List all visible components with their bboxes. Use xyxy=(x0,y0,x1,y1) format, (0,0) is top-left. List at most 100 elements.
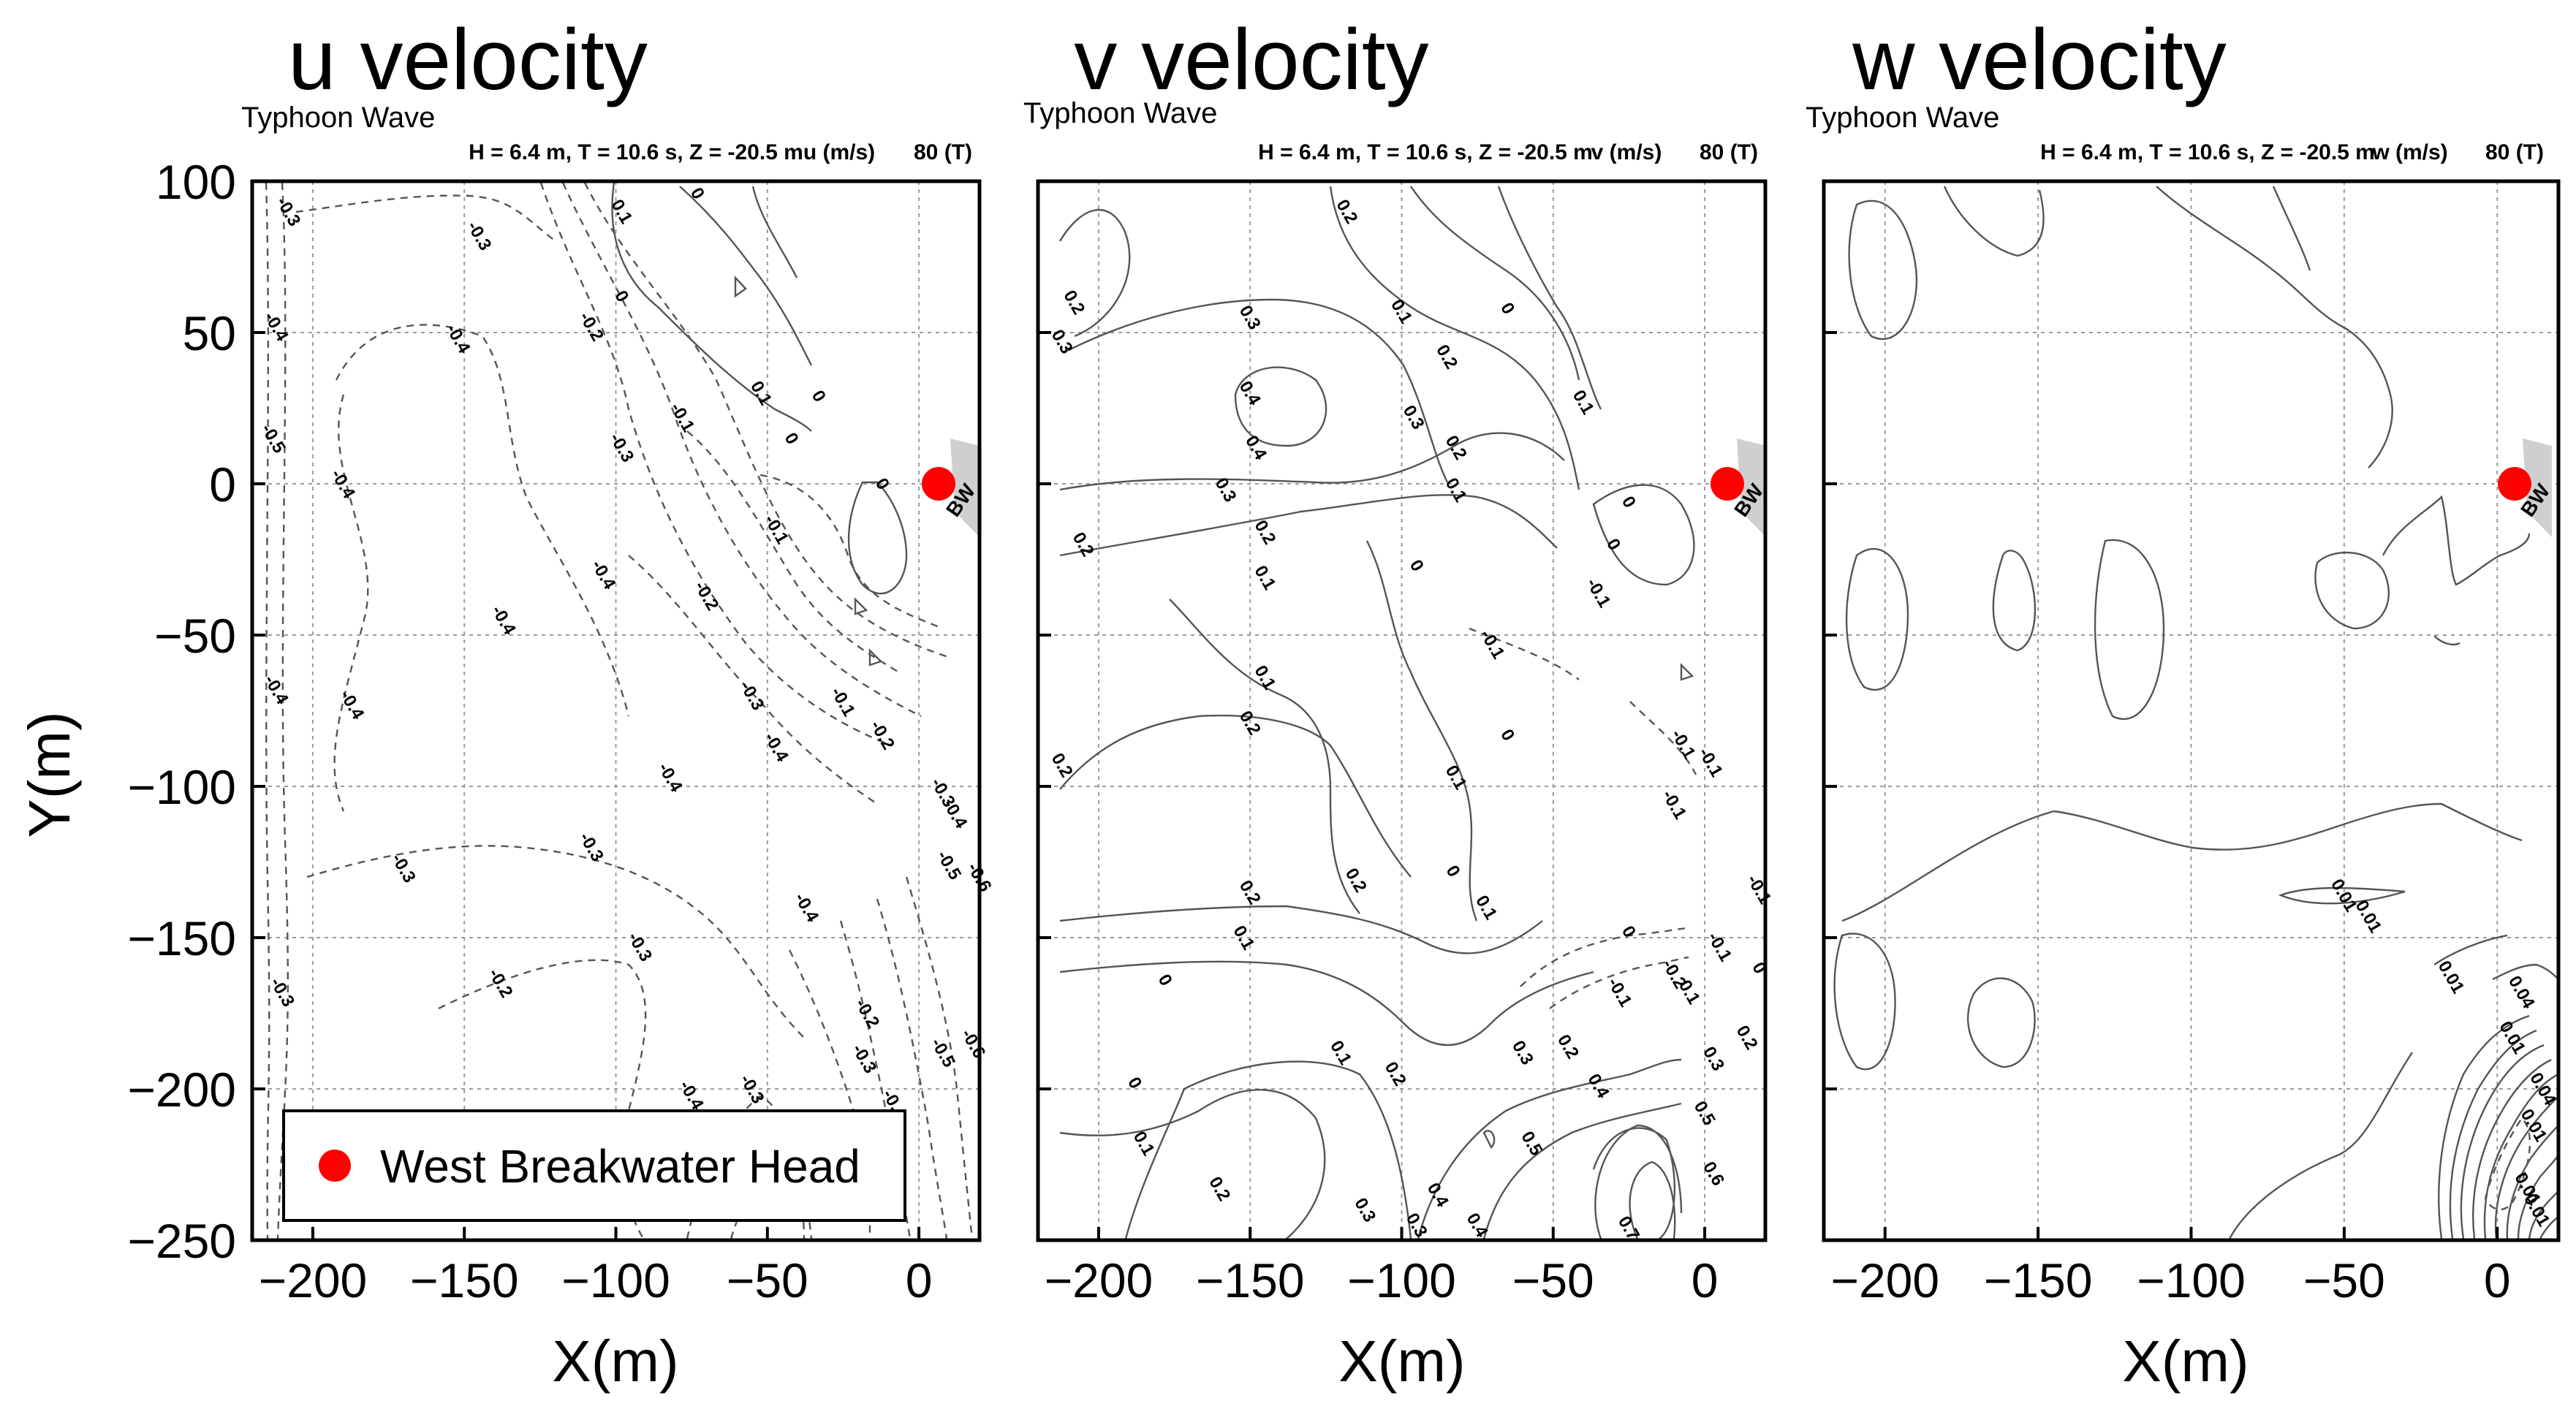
contour-label: -0.1 xyxy=(666,400,698,436)
panel-frame: 80 (T) xyxy=(1700,140,1758,164)
contour-label: -0.1 xyxy=(1667,726,1700,762)
contour-label: 0 xyxy=(1496,300,1518,318)
contour-line xyxy=(1469,627,1580,680)
contour-line xyxy=(2483,1073,2559,1239)
tick-marks xyxy=(1824,180,2499,1242)
x-tick-label: −200 xyxy=(259,1253,368,1307)
contour-label: -0.4 xyxy=(675,1077,708,1114)
contour-label: 0.4 xyxy=(1235,378,1265,409)
contour-line xyxy=(583,182,951,659)
contour-line xyxy=(2278,886,2406,905)
contour-line xyxy=(1841,802,2523,922)
contour-line xyxy=(2494,1095,2559,1239)
contour-label: 0.1 xyxy=(1250,662,1279,693)
contour-lines-positive xyxy=(611,182,908,666)
contour-label: -0.4 xyxy=(336,687,368,724)
x-tick-label: −100 xyxy=(2137,1253,2246,1307)
contour-line xyxy=(854,597,868,615)
legend-box xyxy=(282,1109,906,1222)
contour-line xyxy=(295,194,556,242)
contour-label: -0.1 xyxy=(1703,929,1735,965)
contour-label: -0.1 xyxy=(1743,871,1775,907)
west-breakwater-head-marker xyxy=(922,467,955,501)
contour-line xyxy=(2314,551,2390,630)
contour-label: 0.01 xyxy=(2495,1018,2529,1057)
contour-line xyxy=(868,648,883,666)
panel-frame: 80 (T) xyxy=(914,140,972,164)
y-tick-label: −100 xyxy=(127,760,236,814)
contour-line xyxy=(876,898,948,1239)
contour-label: 0.1 xyxy=(746,378,776,409)
contour-line xyxy=(2156,186,2393,468)
contour-label: -0.4 xyxy=(327,466,359,503)
contour-line xyxy=(2433,635,2461,646)
contour-label: 0.2 xyxy=(1381,1058,1410,1089)
breakwater-shape xyxy=(2523,438,2552,537)
panel-title: v velocity xyxy=(1074,12,1428,108)
contour-line xyxy=(611,182,812,432)
contour-line xyxy=(2382,495,2531,586)
tick-marks xyxy=(252,180,921,1242)
contour-label: -0.2 xyxy=(866,717,898,753)
contour-label: 0.4 xyxy=(1423,1180,1452,1211)
contour-label: 0.1 xyxy=(1250,562,1279,593)
contour-label: 0.2 xyxy=(1442,432,1471,463)
contour-line xyxy=(847,481,908,595)
grid xyxy=(1824,181,2558,1241)
panel-variable: w (m/s) xyxy=(2371,140,2447,164)
contour-line xyxy=(1059,494,1558,557)
contour-line xyxy=(1592,484,1695,586)
contour-line xyxy=(1482,1130,1496,1150)
contour-line xyxy=(1592,1127,1676,1239)
contour-label: -0.1 xyxy=(1583,575,1615,611)
contour-label: 0.4 xyxy=(1584,1071,1613,1102)
v-velocity-panel: v velocity Typhoon Wave H = 6.4 m, T = 1… xyxy=(1023,12,1775,1394)
contour-line xyxy=(1410,186,1580,381)
contour-line xyxy=(1058,208,1131,338)
contour-label: 0.3 xyxy=(1699,1044,1728,1074)
contour-label: 0 xyxy=(1406,556,1428,574)
contour-line xyxy=(1629,1161,1676,1239)
contour-labels: 0.2 0.2 0.3 0.3 0.1 0 0.2 0.4 0.3 0.1 0.4 0.2 0.3 0.1… xyxy=(1048,196,1776,1243)
contour-line xyxy=(539,182,893,747)
contour-label: 0.2 xyxy=(1235,877,1265,908)
contour-label: 0.2 xyxy=(1069,529,1098,560)
contour-label: 0 xyxy=(808,387,830,406)
contour-label: -0.4 xyxy=(760,729,792,766)
y-tick-labels: 100 50 0 −50 −100 −150 −200 −250 xyxy=(127,155,236,1268)
contour-label: 0.1 xyxy=(1387,296,1416,327)
x-axis-label: X(m) xyxy=(1338,1329,1465,1394)
x-tick-label: −150 xyxy=(410,1253,519,1307)
contour-label: -0.2 xyxy=(484,965,516,1001)
contour-label: 0.4 xyxy=(1241,432,1270,463)
contour-label: 0.3 xyxy=(1048,326,1077,357)
x-tick-label: 0 xyxy=(906,1253,933,1307)
contour-line xyxy=(759,474,944,630)
contour-label: 0.01 xyxy=(2434,957,2469,997)
contour-label: -0.3 xyxy=(736,677,768,713)
panel-subtitle: Typhoon Wave xyxy=(1806,102,1999,134)
panel-title: u velocity xyxy=(288,12,648,108)
contour-lines xyxy=(1058,186,1697,1239)
x-tick-label: −100 xyxy=(1347,1253,1456,1307)
x-tick-label: −50 xyxy=(2303,1253,2385,1307)
contour-line xyxy=(1169,599,1360,914)
contour-label: 0.3 xyxy=(1235,302,1265,333)
contour-label: -0.3 xyxy=(848,1041,880,1076)
contour-label: -0.4 xyxy=(790,889,822,926)
tick-marks xyxy=(1038,180,1707,1242)
contour-label: 0 xyxy=(1618,493,1640,512)
contour-line xyxy=(1067,298,1449,483)
contour-label: 0.3 xyxy=(1508,1037,1537,1068)
contour-line xyxy=(333,394,369,812)
contour-label: 0 xyxy=(686,184,708,202)
contour-line xyxy=(1234,366,1327,447)
contour-line xyxy=(1943,186,2045,257)
panel-title: w velocity xyxy=(1852,12,2226,108)
contour-label: 0 xyxy=(610,287,632,305)
contour-line xyxy=(734,275,747,298)
contour-line xyxy=(1549,956,1689,1009)
contour-line xyxy=(2528,1190,2559,1239)
contour-label: -0.4 xyxy=(587,557,619,593)
